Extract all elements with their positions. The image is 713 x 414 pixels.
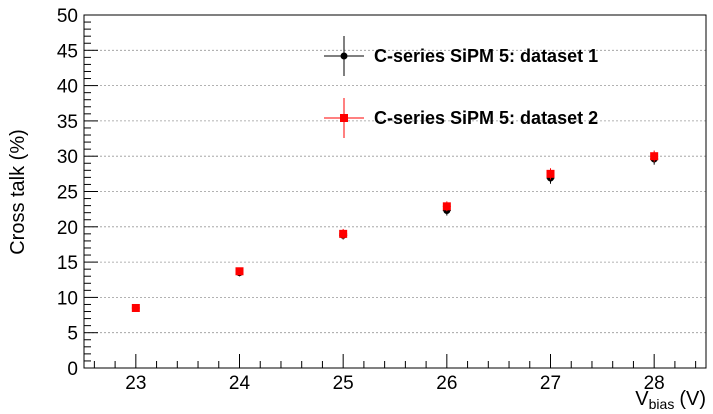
- x-tick-label: 28: [644, 373, 665, 394]
- x-tick-label: 24: [229, 373, 251, 394]
- x-tick-label: 27: [540, 373, 561, 394]
- y-tick-label: 45: [57, 41, 78, 62]
- y-tick-label: 15: [57, 253, 78, 274]
- legend-marker: [340, 114, 348, 122]
- x-axis-title-sub: bias: [649, 396, 675, 412]
- y-axis-title: Cross talk (%): [7, 129, 29, 255]
- legend-entry-1: C-series SiPM 5: dataset 1: [324, 36, 598, 76]
- y-tick-label: 10: [57, 288, 78, 309]
- x-tick-label: 26: [436, 373, 457, 394]
- x-tick-label: 25: [333, 373, 354, 394]
- y-tick-label: 35: [57, 112, 78, 133]
- legend-label: C-series SiPM 5: dataset 1: [374, 46, 598, 66]
- x-axis-title-main: V: [635, 388, 649, 410]
- y-tick-label: 40: [57, 77, 78, 98]
- y-tick-label: 25: [57, 183, 78, 204]
- legend-marker: [340, 52, 348, 60]
- legend: C-series SiPM 5: dataset 1 C-series SiPM …: [324, 36, 598, 138]
- data-point: [131, 303, 140, 312]
- series-1: [235, 153, 659, 277]
- y-tick-label: 0: [67, 359, 78, 380]
- y-tick-label: 20: [57, 218, 78, 239]
- y-tick-label: 5: [67, 324, 78, 345]
- y-axis-ticks: 0 5 10 15 20 25 30 35 40 45 50: [57, 6, 98, 380]
- data-series: [131, 150, 659, 312]
- data-point: [546, 169, 555, 178]
- x-axis-ticks: 23 24 25 26 27 28: [93, 354, 697, 394]
- data-point: [442, 202, 451, 211]
- grid-lines: [84, 49, 706, 334]
- data-point: [235, 267, 244, 276]
- series-2: [131, 150, 659, 312]
- y-tick-label: 50: [57, 6, 78, 27]
- x-axis-title-unit: (V): [679, 388, 706, 410]
- y-tick-label: 30: [57, 147, 78, 168]
- legend-label: C-series SiPM 5: dataset 2: [374, 108, 598, 128]
- x-axis-title: Vbias (V): [635, 388, 706, 412]
- data-point: [339, 229, 348, 238]
- data-point: [650, 152, 659, 161]
- legend-entry-2: C-series SiPM 5: dataset 2: [324, 98, 598, 138]
- x-tick-label: 23: [125, 373, 146, 394]
